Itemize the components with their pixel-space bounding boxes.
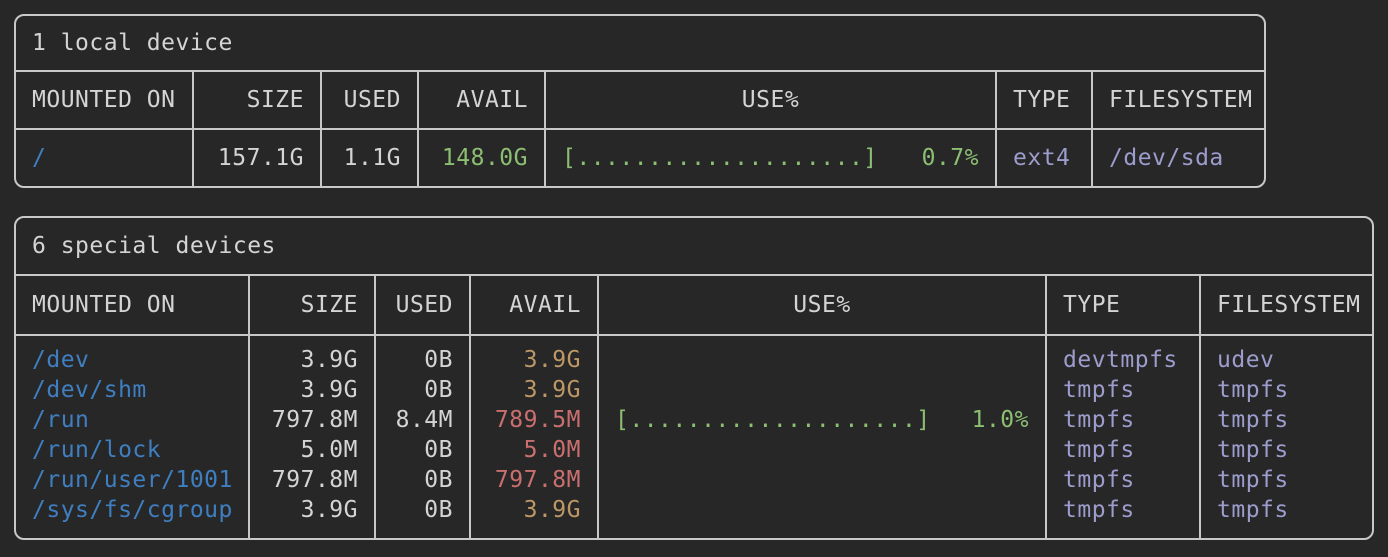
size-column: 3.9G 3.9G 797.8M 5.0M 797.8M 3.9G — [248, 336, 374, 538]
usage-bar-row — [615, 495, 1029, 525]
used-value: 8.4M — [395, 407, 453, 433]
size-value: 3.9G — [300, 347, 358, 373]
filesystem-column: udev tmpfs tmpfs tmpfs tmpfs tmpfs — [1199, 336, 1372, 538]
filesystem-value: udev — [1217, 347, 1275, 373]
filesystem-value: tmpfs — [1217, 497, 1289, 523]
avail-column: 3.9G 3.9G 789.5M 5.0M 797.8M 3.9G — [469, 336, 597, 538]
filesystem-value: tmpfs — [1217, 467, 1289, 493]
type-column: ext4 — [995, 130, 1091, 186]
filesystem-value: tmpfs — [1217, 377, 1289, 403]
filesystem-column: /dev/sda — [1091, 130, 1264, 186]
used-column: 1.1G — [320, 130, 417, 186]
column-header-avail: AVAIL — [417, 72, 544, 128]
column-header-filesystem: FILESYSTEM — [1091, 72, 1264, 128]
filesystem-value: tmpfs — [1217, 437, 1289, 463]
column-header-used: USED — [374, 276, 469, 334]
size-column: 157.1G — [192, 130, 320, 186]
used-value: 0B — [424, 377, 453, 403]
avail-value: 148.0G — [441, 145, 528, 171]
fs-type: tmpfs — [1063, 467, 1135, 493]
usage-bar-row — [615, 435, 1029, 465]
fs-type: tmpfs — [1063, 497, 1135, 523]
avail-value: 789.5M — [494, 407, 581, 433]
type-column: devtmpfs tmpfs tmpfs tmpfs tmpfs tmpfs — [1045, 336, 1199, 538]
usage-bar-row: [....................] 1.0% — [615, 405, 1029, 435]
fs-type: tmpfs — [1063, 407, 1135, 433]
column-header-size: SIZE — [248, 276, 374, 334]
size-value: 5.0M — [300, 437, 358, 463]
local-devices-table: 1 local device MOUNTED ON SIZE USED AVAI… — [14, 14, 1266, 188]
size-value: 157.1G — [217, 145, 304, 171]
used-column: 0B 0B 8.4M 0B 0B 0B — [374, 336, 469, 538]
column-header-use-pct: USE% — [544, 72, 995, 128]
usage-bar-row — [615, 465, 1029, 495]
column-header-type: TYPE — [1045, 276, 1199, 334]
local-devices-title: 1 local device — [16, 16, 1264, 72]
column-header-used: USED — [320, 72, 417, 128]
usage-bar-row — [615, 375, 1029, 405]
mount-point: /sys/fs/cgroup — [32, 497, 233, 523]
special-devices-header-row: MOUNTED ON SIZE USED AVAIL USE% TYPE FIL… — [16, 276, 1372, 336]
use-pct-column: [....................] 0.7% — [544, 130, 995, 186]
size-value: 3.9G — [300, 497, 358, 523]
mount-point: /dev/shm — [32, 377, 147, 403]
column-header-type: TYPE — [995, 72, 1091, 128]
usage-bar: [....................] — [615, 407, 931, 433]
column-header-avail: AVAIL — [469, 276, 597, 334]
mount-point: /run — [32, 407, 90, 433]
fs-type: ext4 — [1013, 145, 1071, 171]
column-header-use-pct: USE% — [597, 276, 1045, 334]
filesystem-value: /dev/sda — [1109, 145, 1224, 171]
usage-bar-row: [....................] 0.7% — [562, 143, 979, 173]
special-devices-title: 6 special devices — [16, 218, 1372, 276]
size-value: 797.8M — [271, 467, 358, 493]
mounted-on-column: /dev /dev/shm /run /run/lock /run/user/1… — [16, 336, 248, 538]
mount-point: /run/user/1001 — [32, 467, 233, 493]
used-value: 1.1G — [343, 145, 401, 171]
column-header-filesystem: FILESYSTEM — [1199, 276, 1372, 334]
size-value: 797.8M — [271, 407, 358, 433]
column-header-size: SIZE — [192, 72, 320, 128]
column-header-mounted-on: MOUNTED ON — [32, 87, 176, 113]
filesystem-value: tmpfs — [1217, 407, 1289, 433]
usage-bar: [....................] — [562, 145, 878, 171]
usage-percent: 1.0% — [971, 407, 1029, 433]
used-value: 0B — [424, 347, 453, 373]
fs-type: tmpfs — [1063, 437, 1135, 463]
usage-bar-row — [615, 345, 1029, 375]
size-value: 3.9G — [300, 377, 358, 403]
special-devices-body: /dev /dev/shm /run /run/lock /run/user/1… — [16, 336, 1372, 538]
special-devices-table: 6 special devices MOUNTED ON SIZE USED A… — [14, 216, 1374, 540]
fs-type: devtmpfs — [1063, 347, 1178, 373]
avail-column: 148.0G — [417, 130, 544, 186]
local-devices-body: / 157.1G 1.1G 148.0G [..................… — [16, 130, 1264, 186]
mount-point: / — [32, 145, 47, 171]
avail-value: 3.9G — [523, 347, 581, 373]
use-pct-column: [....................] 1.0% — [597, 336, 1045, 538]
fs-type: tmpfs — [1063, 377, 1135, 403]
used-value: 0B — [424, 467, 453, 493]
usage-percent: 0.7% — [921, 145, 979, 171]
mount-point: /run/lock — [32, 437, 162, 463]
used-value: 0B — [424, 437, 453, 463]
avail-value: 3.9G — [523, 497, 581, 523]
mount-point: /dev — [32, 347, 90, 373]
avail-value: 5.0M — [523, 437, 581, 463]
mounted-on-column: / — [16, 130, 192, 186]
used-value: 0B — [424, 497, 453, 523]
column-header-mounted-on: MOUNTED ON — [32, 292, 176, 318]
local-devices-header-row: MOUNTED ON SIZE USED AVAIL USE% TYPE FIL… — [16, 72, 1264, 130]
avail-value: 797.8M — [494, 467, 581, 493]
avail-value: 3.9G — [523, 377, 581, 403]
